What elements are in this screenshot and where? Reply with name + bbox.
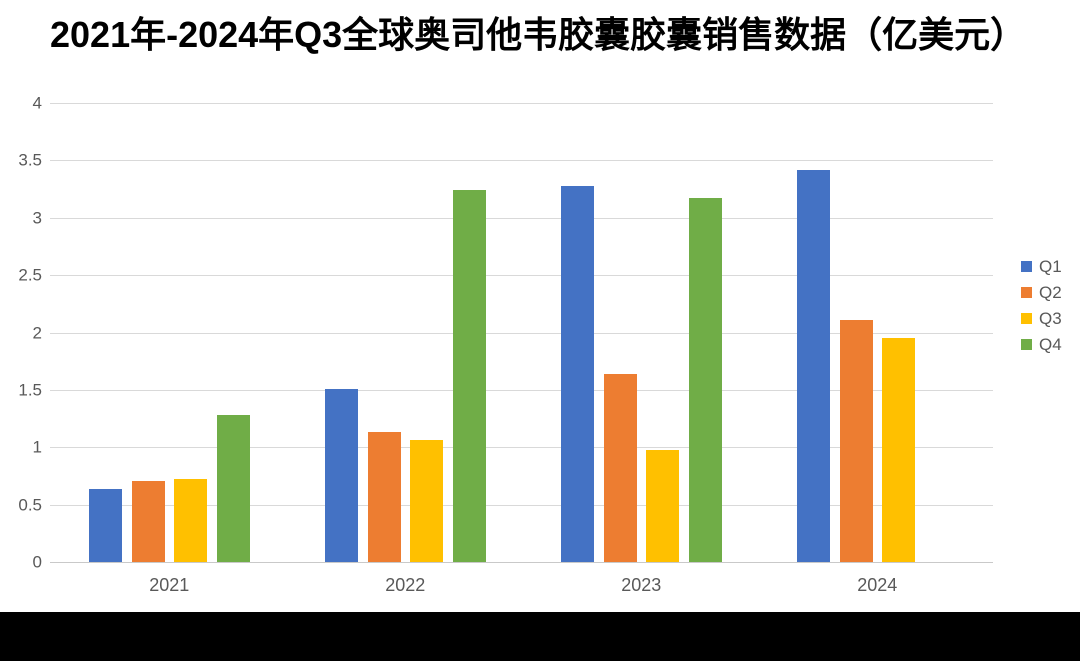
bar-2024-q1 — [797, 169, 830, 562]
legend-swatch-q2 — [1021, 287, 1032, 298]
x-axis-label-2024: 2024 — [857, 575, 898, 595]
legend-swatch-q1 — [1021, 261, 1032, 272]
bottom-black-bar — [0, 612, 1080, 661]
gridline — [50, 562, 993, 563]
y-axis-label: 4 — [32, 93, 42, 113]
bar-2021-q2 — [131, 480, 165, 562]
gridline — [50, 504, 993, 506]
x-axis-label-2022: 2022 — [385, 575, 426, 595]
y-axis-label: 3 — [32, 208, 42, 228]
gridline — [50, 160, 993, 162]
x-axis-label-2023: 2023 — [621, 575, 662, 595]
y-axis-label: 0.5 — [18, 495, 42, 515]
gridline — [50, 389, 993, 391]
legend-label-q1: Q1 — [1039, 257, 1062, 276]
legend-label-q3: Q3 — [1039, 309, 1062, 328]
legend-item-q3: Q3 — [1021, 310, 1062, 327]
y-axis-label: 2 — [32, 323, 42, 342]
bar-2022-q3 — [410, 440, 443, 562]
bar-2021-q4 — [216, 415, 250, 562]
y-axis-label: 1.5 — [18, 380, 42, 400]
bar-2024-q3 — [882, 338, 915, 562]
bar-2022-q1 — [325, 388, 358, 562]
bar-2023-q3 — [646, 449, 679, 562]
legend-swatch-q3 — [1021, 313, 1032, 324]
y-axis-label: 3.5 — [18, 150, 42, 170]
x-axis-label-2021: 2021 — [149, 575, 190, 595]
legend: Q1 Q2 Q3 Q4 — [1021, 258, 1062, 353]
y-axis-label: 0 — [32, 552, 42, 572]
legend-item-q4: Q4 — [1021, 336, 1062, 353]
gridline — [50, 275, 993, 277]
bar-2024-q2 — [839, 319, 873, 562]
legend-swatch-q4 — [1021, 339, 1032, 350]
bar-2022-q4 — [452, 190, 486, 562]
y-axis-label: 2.5 — [18, 265, 42, 285]
legend-label-q4: Q4 — [1039, 335, 1062, 354]
bar-2023-q4 — [688, 198, 722, 562]
legend-item-q1: Q1 — [1021, 258, 1062, 275]
gridline — [50, 103, 993, 104]
gridline — [50, 217, 993, 219]
bar-2023-q1 — [561, 185, 594, 562]
gridline — [50, 447, 993, 449]
y-axis-label: 1 — [32, 437, 42, 457]
chart-title: 2021年-2024年Q3全球奥司他韦胶囊胶囊销售数据（亿美元） — [50, 14, 1027, 55]
legend-item-q2: Q2 — [1021, 284, 1062, 301]
legend-label-q2: Q2 — [1039, 283, 1062, 302]
bar-2021-q1 — [89, 488, 122, 562]
bar-2022-q2 — [367, 432, 401, 562]
gridline — [50, 332, 993, 334]
bar-2023-q2 — [603, 373, 637, 562]
bar-2021-q3 — [174, 479, 207, 562]
